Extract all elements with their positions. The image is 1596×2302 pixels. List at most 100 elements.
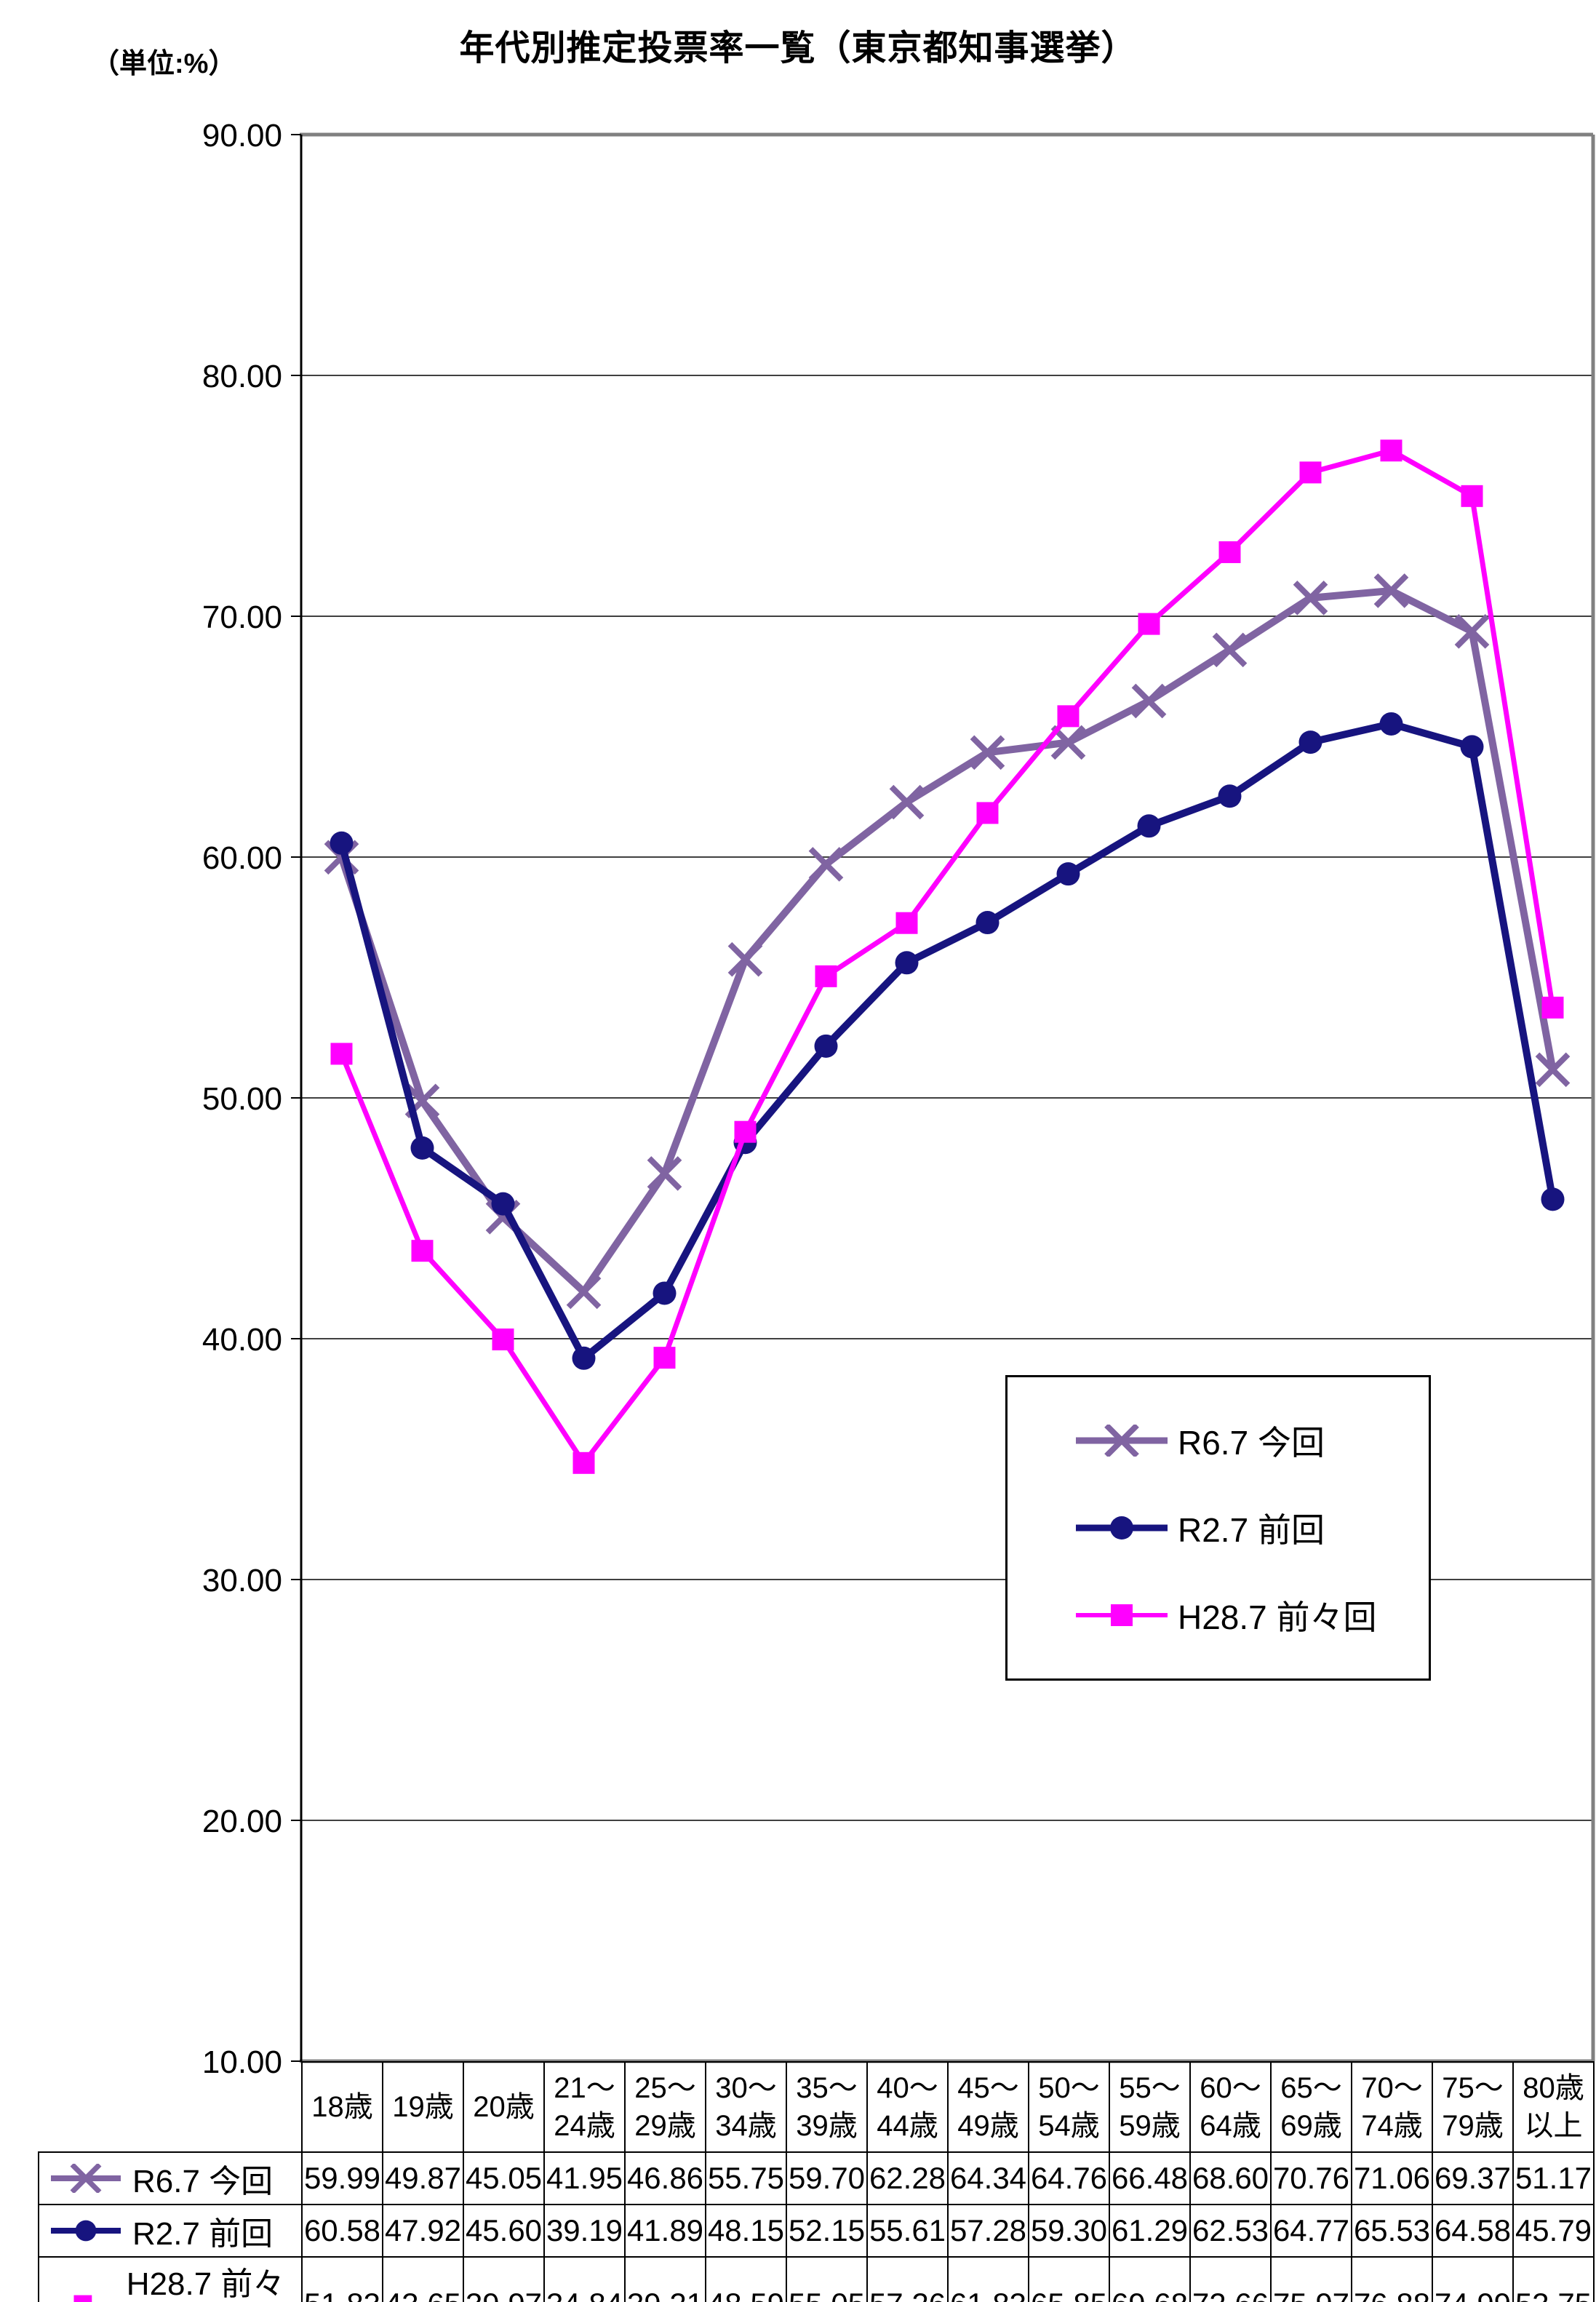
square-marker-icon — [330, 1043, 353, 1065]
x-marker-icon — [1373, 573, 1409, 608]
table-cell: 45.79 — [1512, 2204, 1595, 2258]
circle-marker-icon — [1379, 712, 1403, 736]
table-cell: 55.05 — [786, 2256, 868, 2302]
table-cell: 55.75 — [705, 2151, 787, 2205]
square-marker-icon — [653, 1347, 676, 1369]
square-marker-icon — [1541, 996, 1564, 1019]
table-row: R6.7 今回 59.99 49.87 45.05 41.95 46.86 55.75 59.… — [38, 2151, 1595, 2205]
table-cell: 51.83 — [301, 2256, 383, 2302]
table-cell: 72.66 — [1189, 2256, 1272, 2302]
legend-item: R6.7 今回 — [1074, 1417, 1429, 1465]
table-corner-blank — [39, 2062, 302, 2152]
table-header-cell: 65～ 69歳 — [1270, 2061, 1352, 2153]
legend-item: H28.7 前々回 — [1074, 1591, 1429, 1639]
y-axis-label: 60.00 — [202, 840, 282, 876]
table-header-cell: 19歳 — [382, 2061, 464, 2153]
square-marker-icon — [492, 1328, 514, 1350]
square-marker-icon — [73, 2295, 92, 2302]
table-cell: 68.60 — [1189, 2151, 1272, 2205]
table-cell: 53.75 — [1512, 2256, 1595, 2302]
table-cell: 64.34 — [947, 2151, 1029, 2205]
chart-title: 年代別推定投票率一覧（東京都知事選挙） — [459, 29, 1137, 68]
table-header-cell: 18歳 — [301, 2061, 383, 2153]
table-cell: 46.86 — [624, 2151, 706, 2205]
table-header-cell: 60～ 64歳 — [1189, 2061, 1272, 2153]
table-cell: 57.28 — [947, 2204, 1029, 2258]
series-label: R6.7 今回 — [132, 2164, 274, 2199]
y-axis-label: 80.00 — [202, 359, 282, 394]
table-cell: 70.76 — [1270, 2151, 1352, 2205]
x-marker-icon — [970, 735, 1005, 770]
table-cell: 59.70 — [786, 2151, 868, 2205]
unit-label: （単位:%） — [92, 49, 236, 79]
table-cell: 48.59 — [705, 2256, 787, 2302]
table-cell: 55.61 — [866, 2204, 949, 2258]
x-marker-icon — [727, 941, 763, 977]
table-cell: 48.15 — [705, 2204, 787, 2258]
square-marker-icon — [1111, 1604, 1133, 1626]
circle-marker-icon — [1298, 730, 1322, 754]
table-cell: 66.48 — [1109, 2151, 1191, 2205]
circle-marker-icon — [975, 911, 1000, 935]
square-marker-icon — [572, 1451, 595, 1474]
series-label-cell: R6.7 今回 — [38, 2151, 303, 2205]
table-header-cell: 55～ 59歳 — [1109, 2061, 1191, 2153]
table-cell: 60.58 — [301, 2204, 383, 2258]
series-line — [338, 720, 1557, 1362]
series-0 — [324, 573, 1571, 1310]
table-cell: 59.99 — [301, 2151, 383, 2205]
circle-marker-icon — [572, 1346, 596, 1370]
y-axis-label: 50.00 — [202, 1081, 282, 1117]
table-cell: 74.99 — [1432, 2256, 1514, 2302]
line-marker-icon — [51, 2220, 121, 2242]
table-cell: 65.85 — [1028, 2256, 1110, 2302]
x-marker-icon — [1535, 1052, 1571, 1088]
circle-marker-icon — [1137, 814, 1161, 838]
circle-marker-icon — [330, 831, 354, 855]
x-marker-icon — [1104, 1425, 1139, 1457]
table-cell: 39.21 — [624, 2256, 706, 2302]
table-row: H28.7 前々回51.8343.6539.9734.8439.2148.595… — [38, 2256, 1595, 2302]
table-cell: 62.28 — [866, 2151, 949, 2205]
circle-marker-icon — [814, 1034, 838, 1058]
table-header-cell: 21～ 24歳 — [543, 2061, 626, 2153]
circle-marker-icon — [1460, 735, 1484, 759]
table-header-cell: 20歳 — [463, 2061, 545, 2153]
line-marker-icon — [73, 2295, 92, 2302]
table-cell: 64.76 — [1028, 2151, 1110, 2205]
table-cell: 45.05 — [463, 2151, 545, 2205]
y-axis-label: 90.00 — [202, 118, 282, 154]
table-cell: 61.83 — [947, 2256, 1029, 2302]
x-marker-icon — [1212, 632, 1248, 668]
table-cell: 64.58 — [1432, 2204, 1514, 2258]
x-marker-icon — [1454, 614, 1490, 649]
table-cell: 65.53 — [1351, 2204, 1433, 2258]
x-marker-icon — [808, 847, 844, 882]
series-label-cell: R2.7 前回 — [38, 2204, 303, 2258]
table-cell: 59.30 — [1028, 2204, 1110, 2258]
line-marker-icon — [1076, 1604, 1168, 1626]
square-marker-icon — [1380, 439, 1403, 462]
legend: R6.7 今回 R2.7 前回 H28.7 前々回 — [1005, 1375, 1431, 1681]
y-axis-label: 70.00 — [202, 600, 282, 635]
legend-label: R6.7 今回 — [1178, 1424, 1325, 1462]
square-marker-icon — [1218, 541, 1241, 563]
table-cell: 52.15 — [786, 2204, 868, 2258]
table-cell: 47.92 — [382, 2204, 464, 2258]
x-marker-icon — [1293, 581, 1328, 616]
data-table: 18歳 19歳 20歳 21～ 24歳 25～ 29歳 30～ 34歳 35～ 39歳 40～… — [38, 2061, 1595, 2302]
x-marker-icon — [70, 2164, 102, 2193]
table-cell: 76.88 — [1351, 2256, 1433, 2302]
table-cell: 43.65 — [382, 2256, 464, 2302]
y-axis-label: 40.00 — [202, 1322, 282, 1358]
square-marker-icon — [1057, 705, 1080, 728]
series-2 — [330, 439, 1564, 1474]
table-cell: 69.37 — [1432, 2151, 1514, 2205]
legend-label: R2.7 前回 — [1178, 1511, 1325, 1549]
table-header-cell: 25～ 29歳 — [624, 2061, 706, 2153]
table-cell: 64.77 — [1270, 2204, 1352, 2258]
x-marker-icon — [566, 1274, 602, 1310]
legend-label: H28.7 前々回 — [1178, 1598, 1377, 1636]
table-row: R2.7 前回 60.58 47.92 45.60 39.19 41.89 48.15 52.… — [38, 2204, 1595, 2258]
